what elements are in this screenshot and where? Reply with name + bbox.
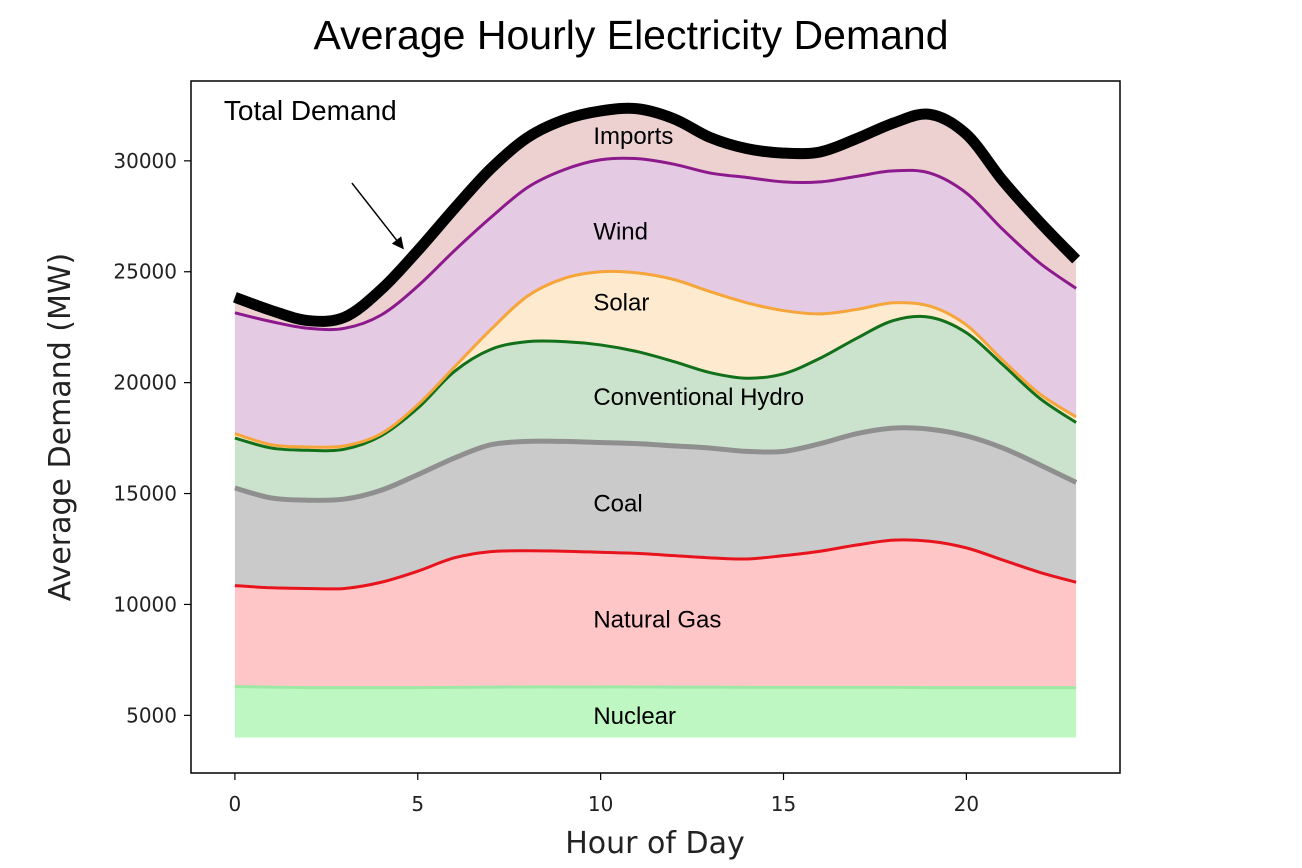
label-coal: Coal (593, 490, 642, 517)
line-conventional-hydro (234, 314, 1077, 453)
x-tick-label: 20 (954, 792, 979, 816)
y-axis-label: Average Demand (MW) (43, 253, 78, 601)
label-solar: Solar (593, 290, 649, 317)
label-nuclear: Nuclear (593, 703, 676, 730)
x-tick-label: 15 (771, 792, 796, 816)
stacked-areas (234, 108, 1077, 738)
label-wind: Wind (593, 219, 648, 246)
line-nuclear (234, 685, 1077, 690)
total-demand-annotation-text: Total Demand (224, 95, 397, 126)
y-tick-label: 10000 (113, 592, 177, 616)
x-tick-label: 10 (588, 792, 613, 816)
total-demand-series (232, 102, 1081, 327)
y-tick-label: 5000 (126, 703, 177, 727)
y-axis-ticks: 5000 10000 15000 20000 25000 30000 (113, 149, 191, 727)
line-wind (234, 156, 1077, 332)
area-nuclear (234, 686, 1077, 738)
line-natural-gas (234, 538, 1077, 591)
x-axis-ticks: 0 5 10 15 20 (229, 773, 979, 816)
total-demand-line (232, 102, 1081, 327)
area-natural-gas (234, 539, 1077, 688)
y-tick-label: 20000 (113, 371, 177, 395)
y-tick-label: 15000 (113, 482, 177, 506)
line-solar (234, 269, 1077, 449)
y-tick-label: 30000 (113, 149, 177, 173)
y-tick-label: 25000 (113, 260, 177, 284)
total-demand-annotation: Total Demand (224, 95, 404, 250)
plot-frame (190, 80, 1121, 774)
x-tick-label: 5 (411, 792, 424, 816)
label-natural-gas: Natural Gas (593, 607, 721, 634)
label-imports: Imports (593, 123, 673, 150)
chart-title: Average Hourly Electricity Demand (313, 12, 949, 58)
x-axis-label: Hour of Day (565, 826, 745, 861)
area-conventional-hydro (234, 316, 1077, 501)
area-imports (234, 108, 1077, 330)
total-demand-arrow (351, 182, 404, 250)
line-coal (234, 425, 1078, 503)
label-conventional-hydro: Conventional Hydro (593, 384, 804, 411)
layer-labels: Nuclear Natural Gas Coal Conventional Hydro… (593, 123, 804, 730)
area-coal (234, 427, 1077, 589)
area-solar (234, 271, 1077, 451)
x-tick-label: 0 (229, 792, 242, 816)
